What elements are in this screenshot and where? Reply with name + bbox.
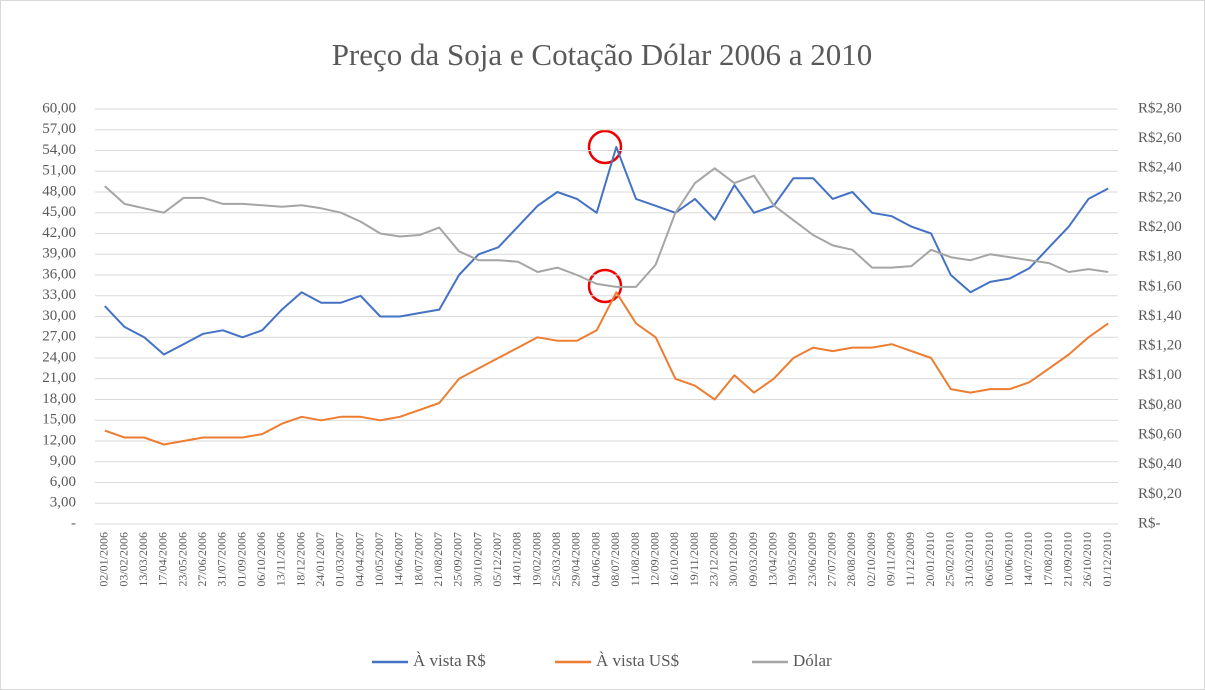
- x-tick-label: 09/11/2009: [884, 532, 898, 586]
- y-tick-label: 60,00: [42, 100, 76, 116]
- y2-tick-label: R$0,20: [1138, 486, 1182, 502]
- y-tick-label: 48,00: [42, 183, 76, 199]
- y-tick-label: 15,00: [42, 412, 76, 428]
- y2-tick-label: R$2,00: [1138, 219, 1182, 235]
- x-tick-label: 27/07/2009: [824, 532, 838, 587]
- x-tick-label: 08/07/2008: [608, 532, 622, 587]
- x-tick-label: 23/05/2006: [175, 532, 189, 587]
- x-tick-label: 02/01/2006: [97, 532, 111, 587]
- y-tick-label: 30,00: [42, 308, 76, 324]
- x-tick-label: 30/01/2009: [726, 532, 740, 587]
- x-tick-label: 18/07/2007: [411, 532, 425, 587]
- x-tick-label: 14/07/2010: [1021, 532, 1035, 587]
- y-tick-label: 12,00: [42, 432, 76, 448]
- y2-tick-label: R$0,60: [1138, 427, 1182, 443]
- x-tick-label: 20/01/2010: [923, 532, 937, 587]
- x-tick-label: 10/05/2007: [372, 532, 386, 587]
- x-tick-label: 31/03/2010: [962, 532, 976, 587]
- x-tick-label: 13/04/2009: [765, 532, 779, 587]
- x-tick-label: 19/02/2008: [529, 532, 543, 587]
- chart-title: Preço da Soja e Cotação Dólar 2006 a 201…: [332, 37, 873, 72]
- y2-tick-label: R$1,00: [1138, 367, 1182, 383]
- x-tick-label: 19/05/2009: [785, 532, 799, 587]
- y2-tick-label: R$2,60: [1138, 130, 1182, 146]
- x-tick-label: 12/09/2008: [647, 532, 661, 587]
- y2-tick-label: R$0,80: [1138, 397, 1182, 413]
- x-tick-label: 27/06/2006: [195, 532, 209, 587]
- x-tick-label: 31/07/2006: [215, 532, 229, 587]
- y-tick-label: 45,00: [42, 204, 76, 220]
- y2-tick-label: R$2,40: [1138, 160, 1182, 176]
- x-tick-label: 05/12/2007: [490, 532, 504, 587]
- y-tick-label: 6,00: [50, 474, 76, 490]
- y-tick-label: -: [71, 515, 76, 531]
- x-tick-label: 09/03/2009: [746, 532, 760, 587]
- x-tick-label: 19/11/2008: [687, 532, 701, 586]
- x-tick-label: 14/06/2007: [392, 532, 406, 587]
- x-tick-label: 13/03/2006: [136, 532, 150, 587]
- x-tick-label: 23/12/2008: [706, 532, 720, 587]
- x-tick-label: 30/10/2007: [470, 532, 484, 587]
- y2-tick-label: R$2,80: [1138, 100, 1182, 116]
- x-tick-label: 25/02/2010: [943, 532, 957, 587]
- x-tick-label: 25/09/2007: [451, 532, 465, 587]
- x-tick-label: 17/08/2010: [1041, 532, 1055, 587]
- x-tick-label: 23/06/2009: [805, 532, 819, 587]
- x-tick-label: 04/06/2008: [588, 532, 602, 587]
- y-tick-label: 21,00: [42, 370, 76, 386]
- y-tick-label: 54,00: [42, 142, 76, 158]
- x-tick-label: 28/08/2009: [844, 532, 858, 587]
- x-tick-label: 21/08/2007: [431, 532, 445, 587]
- y-tick-label: 42,00: [42, 225, 76, 241]
- x-tick-label: 06/05/2010: [982, 532, 996, 587]
- x-tick-label: 26/10/2010: [1080, 532, 1094, 587]
- series-line: [104, 291, 1109, 446]
- x-tick-label: 01/09/2006: [234, 532, 248, 587]
- legend-label: À vista US$: [596, 651, 679, 670]
- x-tick-label: 03/02/2006: [116, 532, 130, 587]
- y2-tick-label: R$1,60: [1138, 278, 1182, 294]
- y2-tick-label: R$1,20: [1138, 338, 1182, 354]
- series-line: [104, 167, 1109, 288]
- x-tick-label: 16/10/2008: [667, 532, 681, 587]
- highlight-circle: [587, 129, 623, 165]
- x-tick-label: 10/06/2010: [1002, 532, 1016, 587]
- x-tick-label: 21/09/2010: [1061, 532, 1075, 587]
- y2-tick-label: R$-: [1138, 515, 1161, 531]
- y-tick-label: 9,00: [50, 453, 76, 469]
- y2-tick-label: R$0,40: [1138, 456, 1182, 472]
- y-tick-label: 33,00: [42, 287, 76, 303]
- y2-tick-label: R$1,80: [1138, 249, 1182, 265]
- x-tick-label: 14/01/2008: [510, 532, 524, 587]
- x-tick-label: 25/03/2008: [549, 532, 563, 587]
- x-tick-label: 06/10/2006: [254, 532, 268, 587]
- x-tick-label: 18/12/2006: [293, 532, 307, 587]
- x-tick-label: 02/10/2009: [864, 532, 878, 587]
- x-tick-label: 13/11/2006: [274, 532, 288, 586]
- y-tick-label: 27,00: [42, 329, 76, 345]
- x-tick-label: 01/03/2007: [333, 532, 347, 587]
- x-tick-label: 01/12/2010: [1100, 532, 1114, 587]
- x-tick-label: 24/01/2007: [313, 532, 327, 587]
- legend-label: Dólar: [793, 651, 832, 670]
- y2-tick-label: R$2,20: [1138, 189, 1182, 205]
- y-tick-label: 24,00: [42, 349, 76, 365]
- y-tick-label: 36,00: [42, 266, 76, 282]
- y-tick-label: 51,00: [42, 163, 76, 179]
- x-tick-label: 17/04/2006: [156, 532, 170, 587]
- y-tick-label: 57,00: [42, 121, 76, 137]
- x-tick-label: 04/04/2007: [352, 532, 366, 587]
- y-tick-label: 18,00: [42, 391, 76, 407]
- x-tick-label: 11/08/2008: [628, 532, 642, 586]
- x-tick-label: 11/12/2009: [903, 532, 917, 586]
- y2-tick-label: R$1,40: [1138, 308, 1182, 324]
- legend-label: À vista R$: [413, 651, 486, 670]
- y-tick-label: 3,00: [50, 495, 76, 511]
- x-tick-label: 29/04/2008: [569, 532, 583, 587]
- y-tick-label: 39,00: [42, 246, 76, 262]
